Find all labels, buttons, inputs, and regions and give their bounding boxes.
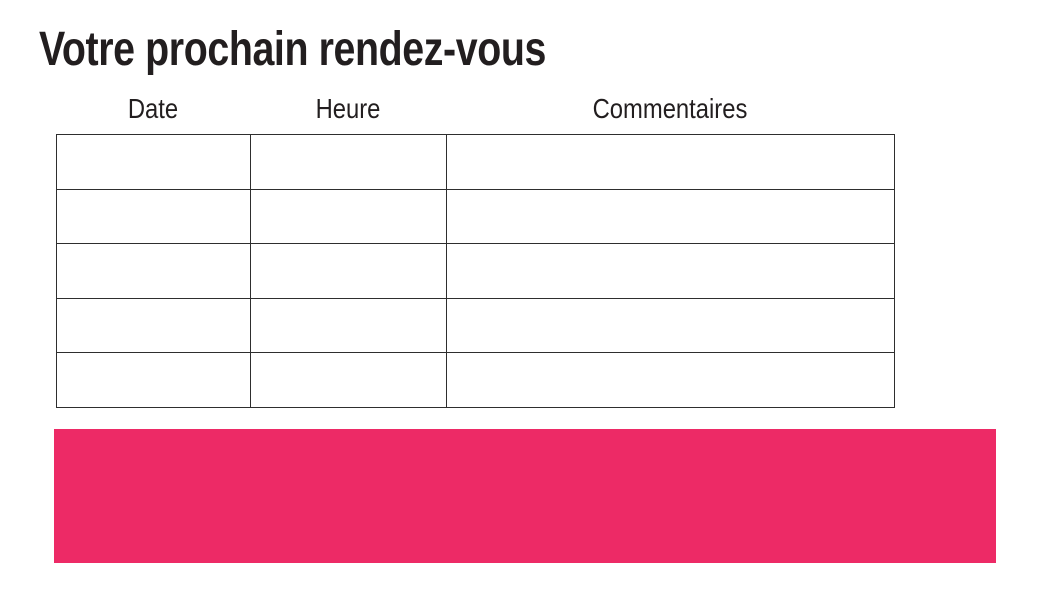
column-header-heure: Heure (315, 93, 381, 124)
appointments-table (56, 134, 895, 408)
cell-date (56, 188, 251, 245)
table-row (56, 188, 895, 245)
column-header-commentaires: Commentaires (592, 93, 748, 124)
column-header-date: Date (127, 93, 179, 124)
highlight-band (54, 429, 996, 563)
table-row (56, 352, 895, 408)
page-title: Votre prochain rendez-vous (39, 23, 546, 76)
cell-commentaires (446, 352, 895, 408)
cell-date (56, 352, 251, 408)
cell-heure (250, 352, 447, 408)
table-row (56, 243, 895, 299)
appointments-table-body (56, 134, 895, 408)
cell-date (56, 297, 251, 354)
table-column-headers: Date Heure Commentaires (56, 93, 894, 125)
cell-commentaires (446, 134, 895, 190)
cell-heure (250, 297, 447, 354)
cell-heure (250, 188, 447, 245)
cell-commentaires (446, 243, 895, 299)
cell-date (56, 243, 251, 299)
cell-commentaires (446, 188, 895, 245)
cell-commentaires (446, 297, 895, 354)
table-row (56, 134, 895, 190)
cell-date (56, 134, 251, 190)
table-row (56, 297, 895, 354)
cell-heure (250, 134, 447, 190)
cell-heure (250, 243, 447, 299)
